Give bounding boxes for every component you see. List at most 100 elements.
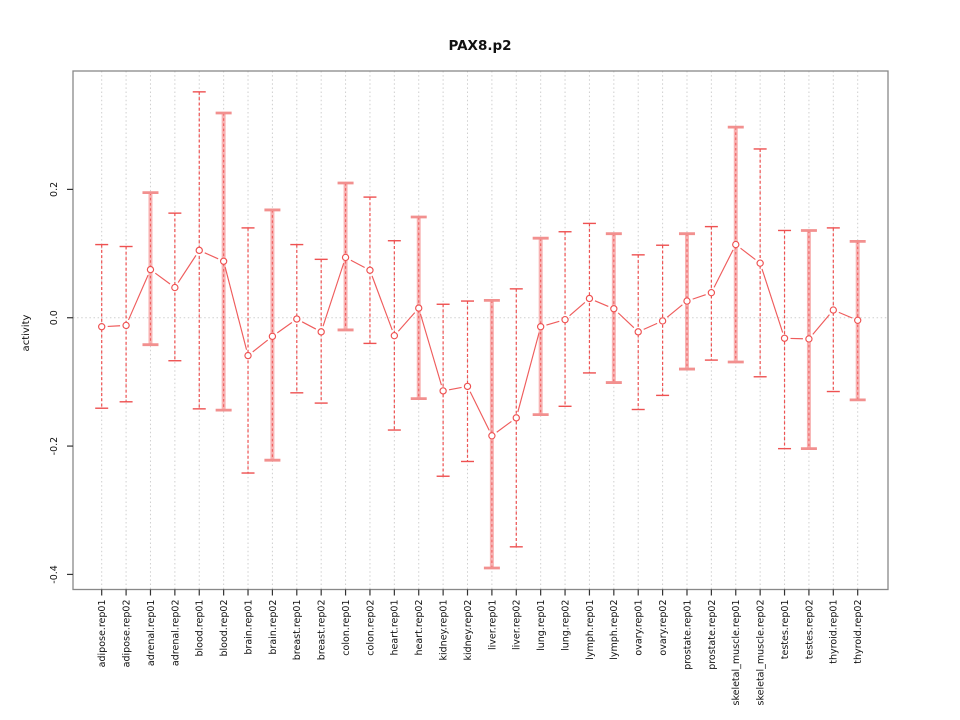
connector-line [252, 339, 269, 353]
plot-border [72, 70, 889, 591]
data-point-marker [756, 259, 764, 267]
x-tick-label: heart.rep02 [414, 600, 425, 656]
x-tick-label: lung.rep02 [560, 600, 571, 651]
data-point-marker [317, 328, 325, 336]
data-series [95, 91, 866, 570]
connector-line [204, 252, 219, 260]
data-point-marker [683, 297, 691, 305]
x-tick-label: breast.rep01 [292, 600, 303, 661]
connector-line [496, 420, 512, 433]
x-tick-label: ovary.rep02 [658, 600, 669, 656]
connector-line [301, 321, 317, 330]
x-tick-label: skeletal_muscle.rep02 [756, 600, 767, 706]
connector-line [127, 274, 149, 321]
error-bar [387, 240, 401, 431]
error-bar [631, 254, 645, 411]
data-point-marker [341, 253, 350, 262]
data-point-marker [439, 387, 447, 395]
x-tick-label: adipose.rep01 [97, 600, 108, 668]
connector-line [177, 255, 197, 283]
x-tick-label: thyroid.rep01 [829, 600, 840, 664]
x-tick-label: lymph.rep02 [609, 600, 620, 660]
y-tick-label: -0.4 [49, 565, 60, 584]
x-tick-label: breast.rep02 [317, 600, 328, 661]
data-point-marker [707, 289, 716, 297]
chart-title: PAX8.p2 [448, 38, 511, 54]
x-tick-label: prostate.rep02 [707, 600, 718, 670]
x-tick-label: lung.rep01 [536, 600, 547, 651]
connector-line [419, 313, 442, 386]
connector-line [517, 332, 540, 413]
x-tick-label: testes.rep01 [780, 600, 791, 660]
error-bar [290, 243, 304, 394]
x-tick-label: blood.rep02 [219, 600, 230, 657]
x-tick-label: kidney.rep02 [463, 600, 474, 661]
x-tick-label: thyroid.rep02 [853, 600, 864, 664]
connector-line [469, 391, 490, 431]
connector-line [546, 320, 560, 326]
connector-line [713, 249, 734, 288]
data-point-marker [171, 283, 179, 292]
axes: 0.2 0.0 -0.2 -0.4 adipose.rep01 adipose.rep02… [49, 70, 889, 706]
connector-line [838, 311, 853, 319]
connector-line [812, 314, 830, 335]
data-point-marker [512, 414, 520, 422]
y-tick-label: 0.2 [49, 182, 60, 197]
data-point-marker [268, 332, 277, 341]
connector-line [107, 325, 121, 327]
connector-line [350, 259, 365, 268]
data-point-marker [805, 335, 813, 343]
data-point-marker [415, 304, 423, 312]
data-point-marker [780, 334, 789, 342]
data-point-marker [244, 351, 252, 360]
y-axis-label: activity [21, 314, 32, 351]
connector-line [448, 386, 462, 391]
error-bar [119, 245, 133, 403]
connector-line [761, 268, 784, 333]
connector-line [397, 312, 416, 332]
data-point-marker [488, 432, 496, 440]
data-point-marker [561, 315, 569, 324]
data-point-marker [122, 321, 130, 330]
data-point-marker [658, 317, 667, 325]
x-tick-label: adipose.rep02 [121, 600, 132, 668]
y-tick-label: 0.0 [49, 310, 60, 325]
connector-line [322, 262, 345, 327]
error-bar [241, 227, 255, 474]
data-point-marker [854, 316, 862, 324]
error-bar [778, 229, 792, 450]
x-tick-label: lymph.rep01 [585, 600, 596, 660]
error-bar [704, 225, 718, 361]
error-bar [461, 300, 475, 463]
y-tick-label: -0.2 [49, 437, 60, 456]
x-tick-label: liver.rep01 [487, 600, 498, 650]
x-tick-label: blood.rep01 [195, 600, 206, 657]
x-tick-label: prostate.rep01 [682, 600, 693, 670]
connector-line [569, 301, 586, 317]
x-tick-label: brain.rep02 [268, 600, 279, 655]
data-point-marker [634, 328, 642, 336]
data-point-marker [293, 315, 301, 323]
connector-line [594, 300, 609, 307]
data-point-marker [366, 266, 374, 274]
data-point-marker [610, 305, 618, 313]
data-point-marker [829, 306, 837, 314]
x-tick-label: adrenal.rep01 [146, 600, 157, 667]
connector-line [276, 322, 293, 334]
x-tick-label: skeletal_muscle.rep01 [731, 600, 742, 706]
data-point-marker [732, 240, 740, 249]
connector-line [371, 275, 393, 331]
x-tick-label: adrenal.rep02 [170, 600, 181, 667]
connector-line [692, 294, 706, 300]
data-point-marker [390, 332, 399, 340]
data-point-marker [146, 265, 155, 274]
data-point-marker [219, 257, 228, 265]
data-point-marker [98, 323, 106, 331]
x-tick-label: liver.rep02 [512, 600, 523, 650]
x-tick-label: testes.rep02 [804, 600, 815, 660]
data-point-marker [585, 294, 594, 303]
data-point-marker [536, 323, 545, 331]
data-point-marker [195, 246, 203, 255]
